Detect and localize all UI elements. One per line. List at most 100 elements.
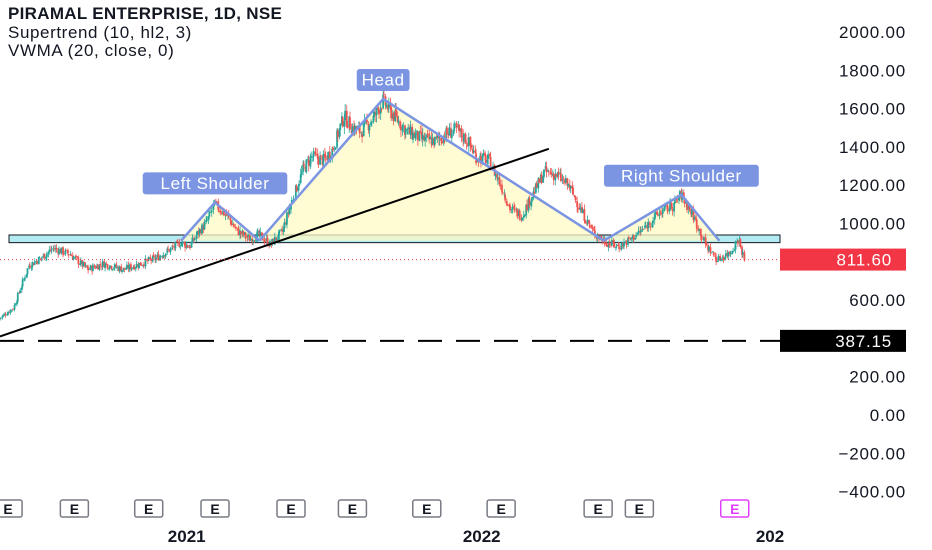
candle-body-327 [395,109,397,116]
candle-body-94 [113,268,115,269]
candle-body-387 [467,137,470,147]
candle-body-133 [159,256,162,258]
candle-body-578 [699,229,702,237]
candle-body-590 [714,255,717,257]
candle-body-203 [244,233,247,238]
candle-body-613 [741,252,744,255]
candle-body-211 [254,240,257,242]
candle-body-458 [554,174,557,181]
candle-body-518 [627,237,629,245]
candle-body-43 [50,249,53,251]
candle-body-63 [75,255,77,257]
candle-body-153 [184,242,186,248]
candle-body-193 [232,223,235,227]
candle-body-543 [657,214,659,216]
candle-body-165 [198,229,201,234]
candle-body-3 [2,314,5,317]
candle-body-594 [719,256,722,261]
candle-body-459 [555,173,558,177]
candle-body-113 [135,263,138,268]
candle-body-509 [615,244,618,247]
candle-body-553 [669,202,671,211]
candle-body-93 [111,269,114,271]
candle-body-451 [545,166,548,172]
candle-body-602 [728,251,731,254]
candle-body-49 [58,249,60,255]
candle-body-53 [62,253,65,255]
candle-body-62 [74,256,77,258]
candle-body-599 [724,253,727,257]
candle-body-416 [503,194,506,195]
candle-body-455 [550,172,553,175]
candle-body-607 [734,241,737,250]
candle-body-2 [1,315,4,318]
candle-body-444 [537,178,540,189]
candle-body-162 [195,235,198,239]
candle-body-383 [463,133,465,142]
earnings-marker-label-5: E [348,501,357,517]
candle-body-175 [210,210,213,213]
supertrend-indicator-label[interactable]: Supertrend (10, hl2, 3) [8,23,192,42]
candle-body-278 [336,130,338,148]
candle-body-319 [385,104,388,107]
candle-body-313 [378,110,380,114]
candle-body-418 [505,201,508,206]
candle-body-369 [446,127,448,135]
vwma-indicator-label[interactable]: VWMA (20, close, 0) [8,41,175,60]
candle-body-352 [425,134,428,138]
candle-body-321 [387,101,390,109]
candle-body-233 [281,229,283,232]
candle-body-206 [248,234,251,242]
candle-body-468 [566,178,569,186]
candle-body-461 [557,172,560,175]
candle-body-305 [368,125,371,131]
candle-body-329 [397,120,400,124]
candle-body-414 [501,184,503,192]
candle-body-299 [361,134,364,138]
candle-body-254 [307,159,309,160]
y-tick-label-8: 0.00 [870,406,906,425]
candle-body-27 [31,262,34,268]
candle-body-469 [567,183,570,186]
candle-body-239 [288,208,291,215]
candle-body-473 [572,187,574,195]
candle-body-199 [239,231,242,235]
candle-body-510 [617,244,620,247]
candle-body-176 [212,205,215,210]
pattern-outline-0 [180,200,261,242]
candle-body-504 [610,245,612,247]
candle-body-315 [380,108,383,110]
pattern-outline-1 [258,97,605,242]
candle-body-388 [469,136,472,146]
candle-body-71 [84,265,87,267]
candle-body-77 [92,265,94,272]
candle-body-285 [344,110,347,121]
candle-body-317 [383,94,385,96]
trendline [0,147,550,338]
candle-body-542 [656,211,659,215]
candle-body-524 [634,237,637,240]
candle-body-587 [710,252,713,254]
candle-body-373 [450,133,453,138]
candle-body-163 [196,231,199,236]
candle-body-379 [458,124,461,132]
candle-body-33 [38,257,41,259]
candle-body-349 [421,134,424,140]
candle-body-74 [88,269,91,271]
candle-body-586 [709,247,712,254]
candle-body-169 [203,222,206,230]
candle-body-475 [574,196,577,201]
candle-body-417 [504,195,507,201]
earnings-marker-4 [276,499,306,518]
candle-body-280 [338,128,341,137]
candle-body-249 [300,171,303,175]
earnings-marker-9 [624,499,655,518]
candle-body-207 [249,238,252,241]
candle-body-171 [206,220,208,222]
candle-body-297 [358,124,361,134]
candle-body-306 [370,122,372,126]
symbol-title[interactable]: PIRAMAL ENTERPRISE, 1D, NSE [8,4,283,23]
candle-body-230 [277,231,280,240]
candle-body-312 [377,107,380,110]
